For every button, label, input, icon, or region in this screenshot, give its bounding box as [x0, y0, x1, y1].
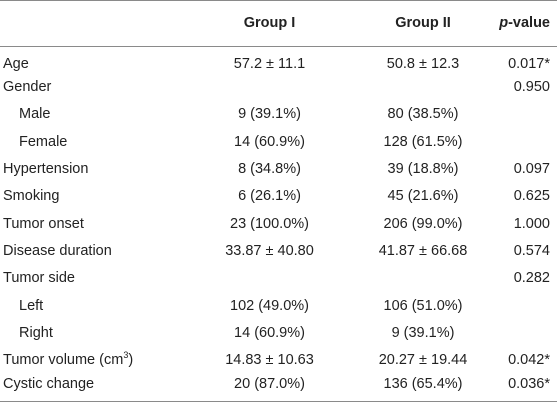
cell-group-1: 6 (26.1%): [238, 188, 301, 205]
table-row: Smoking 6 (26.1%) 45 (21.6%) 0.625: [0, 183, 557, 210]
cell-group-2: 20.27 ± 19.44: [378, 352, 468, 369]
cell-group-1: 57.2 ± 11.1: [233, 56, 306, 73]
cell-p-value: 0.036*: [488, 374, 557, 402]
cell-group-2: 41.87 ± 66.68: [378, 242, 468, 259]
table-body: Age 57.2 ± 11.1 50.8 ± 12.3 0.017* Gende…: [0, 47, 557, 402]
cell-group-2: 45 (21.6%): [387, 188, 459, 205]
row-label-text: Tumor volume (cm: [3, 352, 124, 369]
cell-group-2: 39 (18.8%): [387, 161, 459, 178]
table-row: Male 9 (39.1%) 80 (38.5%): [0, 101, 557, 128]
table-row: Hypertension 8 (34.8%) 39 (18.8%) 0.097: [0, 156, 557, 183]
cell-group-1: 33.87 ± 40.80: [225, 242, 314, 259]
row-label: Left: [19, 297, 44, 314]
row-label: Right: [19, 324, 53, 341]
cell-p-value: 1.000: [513, 215, 550, 232]
cell-group-2: 50.8 ± 12.3: [386, 56, 460, 73]
cell-group-1: 20 (87.0%): [181, 374, 358, 402]
row-label: Cystic change: [0, 374, 181, 402]
table-row: Cystic change 20 (87.0%) 136 (65.4%) 0.0…: [0, 374, 557, 402]
header-row: Group I Group II p-value: [0, 0, 557, 47]
row-label: Smoking: [3, 188, 60, 205]
header-group-2: Group II: [358, 0, 488, 47]
table-row: Disease duration 33.87 ± 40.80 41.87 ± 6…: [0, 238, 557, 265]
row-label: Gender: [3, 79, 52, 96]
row-label: Tumor side: [3, 270, 75, 287]
cell-group-1: 14 (60.9%): [234, 133, 305, 150]
cell-group-1: 14 (60.9%): [234, 324, 305, 341]
cell-group-2: 106 (51.0%): [383, 297, 463, 314]
cell-group-2: [358, 265, 488, 292]
cell-p-value: 0.282: [513, 270, 550, 287]
cell-p-value: [488, 128, 557, 155]
cell-p-value: 0.042*: [508, 352, 550, 369]
row-label: Hypertension: [3, 161, 89, 178]
cell-p-value: [488, 101, 557, 128]
table-row: Gender 0.950: [0, 74, 557, 101]
row-label: Female: [19, 133, 68, 150]
cell-group-1: 9 (39.1%): [238, 106, 301, 123]
cell-group-2: [358, 74, 488, 101]
cell-group-2: 206 (99.0%): [383, 215, 463, 232]
header-p-value: p-value: [488, 0, 557, 47]
table-row: Right 14 (60.9%) 9 (39.1%): [0, 319, 557, 346]
cell-p-value: [488, 292, 557, 319]
cell-group-2: 80 (38.5%): [387, 106, 459, 123]
cell-p-value: 0.097: [513, 161, 550, 178]
cell-p-value: 0.017*: [508, 56, 550, 73]
cell-group-2: 136 (65.4%): [358, 374, 488, 402]
cell-p-value: 0.950: [513, 79, 550, 96]
table-row: Female 14 (60.9%) 128 (61.5%): [0, 128, 557, 155]
cell-group-2: 9 (39.1%): [391, 324, 455, 341]
table-row: Left 102 (49.0%) 106 (51.0%): [0, 292, 557, 319]
table-row: Tumor side 0.282: [0, 265, 557, 292]
cell-p-value: 0.625: [513, 188, 550, 205]
table-row: Tumor volume (cm3) 14.83 ± 10.63 20.27 ±…: [0, 347, 557, 374]
cell-group-1: 8 (34.8%): [238, 161, 301, 178]
cell-group-1: [181, 74, 358, 101]
cell-group-1: 23 (100.0%): [230, 215, 309, 232]
table-row: Age 57.2 ± 11.1 50.8 ± 12.3 0.017*: [0, 47, 557, 74]
row-label: Male: [19, 106, 51, 123]
cell-group-1: 102 (49.0%): [230, 297, 309, 314]
cell-group-1: 14.83 ± 10.63: [225, 352, 314, 369]
row-label: Disease duration: [3, 242, 112, 259]
row-label: Age: [3, 56, 29, 73]
header-p-letter: p: [499, 15, 509, 32]
cell-group-1: [181, 265, 358, 292]
header-label-column: [0, 0, 181, 47]
table-row: Tumor onset 23 (100.0%) 206 (99.0%) 1.00…: [0, 210, 557, 237]
row-label-superscript: 3: [123, 350, 129, 361]
header-p-suffix: -value: [508, 15, 550, 32]
cell-p-value: 0.574: [513, 242, 550, 259]
cell-p-value: [488, 319, 557, 346]
row-label: Tumor volume (cm3): [0, 347, 181, 374]
cell-group-2: 128 (61.5%): [383, 133, 463, 150]
header-group-1: Group I: [181, 0, 358, 47]
row-label-close: ): [128, 352, 134, 369]
row-label: Tumor onset: [3, 215, 84, 232]
